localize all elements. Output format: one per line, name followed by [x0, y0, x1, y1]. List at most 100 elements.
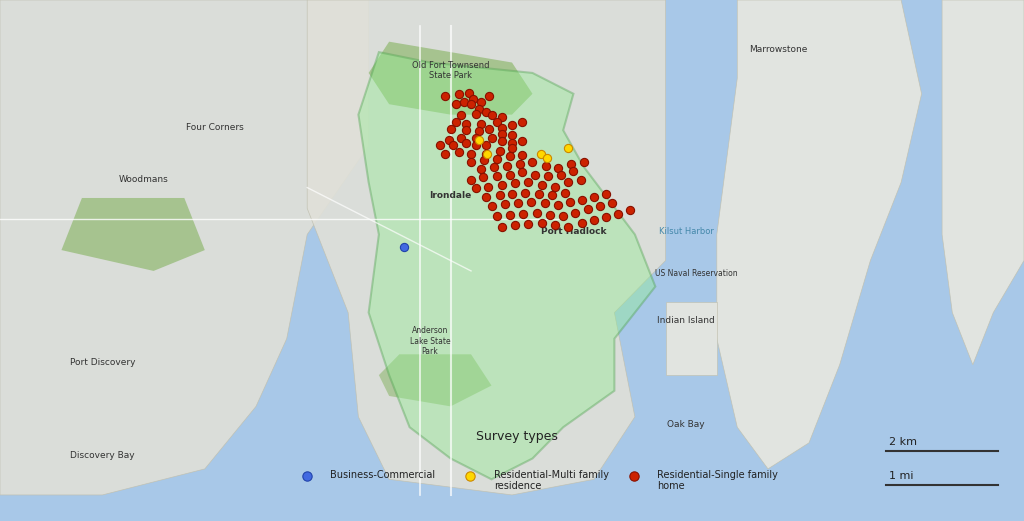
Point	[478, 193, 495, 201]
Point	[488, 118, 505, 127]
Point	[563, 160, 580, 168]
Point	[461, 89, 477, 97]
Point	[504, 131, 520, 140]
Point	[507, 179, 523, 188]
Point	[473, 120, 489, 128]
Point	[534, 219, 550, 227]
Point	[488, 212, 505, 220]
Point	[586, 216, 602, 224]
Point	[463, 100, 479, 108]
Point	[447, 118, 464, 127]
Text: US Naval Reservation: US Naval Reservation	[655, 269, 737, 278]
Point	[539, 154, 555, 162]
Point	[481, 92, 498, 101]
Point	[598, 213, 614, 221]
Point	[532, 150, 549, 158]
Text: Old Fort Townsend
State Park: Old Fort Townsend State Park	[412, 61, 489, 80]
Text: Discovery Bay: Discovery Bay	[70, 452, 135, 461]
Point	[610, 209, 627, 218]
Point	[483, 110, 500, 119]
Point	[534, 181, 550, 189]
Point	[483, 202, 500, 210]
Point	[502, 210, 518, 219]
Point	[560, 222, 577, 231]
Text: 2 km: 2 km	[889, 437, 916, 447]
Point	[580, 205, 596, 214]
Point	[504, 190, 520, 198]
Point	[473, 97, 489, 106]
Point	[451, 90, 467, 98]
Text: Survey types: Survey types	[476, 430, 558, 443]
Point	[458, 126, 474, 134]
Point	[515, 209, 531, 218]
Point	[479, 150, 496, 158]
Point	[542, 210, 558, 219]
Polygon shape	[942, 0, 1024, 365]
Point	[396, 243, 413, 252]
Point	[453, 134, 469, 142]
Point	[550, 164, 566, 172]
Polygon shape	[666, 302, 717, 375]
Point	[547, 221, 563, 229]
Point	[458, 139, 474, 147]
Point	[526, 170, 543, 179]
Point	[572, 176, 589, 184]
Point	[504, 121, 520, 129]
Point	[514, 151, 530, 159]
Text: Residential-Multi family
residence: Residential-Multi family residence	[494, 469, 609, 491]
Point	[510, 199, 526, 207]
Point	[550, 201, 566, 209]
Point	[514, 168, 530, 176]
Polygon shape	[717, 0, 922, 469]
Point	[514, 137, 530, 145]
Point	[494, 137, 510, 145]
Point	[437, 92, 454, 101]
Point	[475, 173, 492, 181]
Point	[442, 125, 459, 133]
Point	[504, 139, 520, 147]
Point	[453, 110, 469, 119]
Text: Port Hadlock: Port Hadlock	[541, 228, 606, 237]
Point	[540, 172, 556, 180]
Text: Marrowstone: Marrowstone	[749, 45, 808, 54]
Point	[447, 100, 464, 108]
Point	[547, 182, 563, 191]
Point	[562, 198, 579, 206]
Point	[478, 150, 495, 158]
Point	[478, 108, 495, 116]
Point	[488, 155, 505, 163]
Point	[514, 118, 530, 127]
Point	[499, 162, 515, 170]
Point	[481, 125, 498, 133]
Point	[463, 150, 479, 158]
Point	[494, 113, 510, 121]
Point	[544, 191, 560, 200]
Point	[555, 212, 571, 220]
Point	[456, 97, 472, 106]
Point	[471, 105, 487, 114]
Point	[480, 182, 497, 191]
Point	[494, 130, 510, 139]
Point	[567, 208, 584, 217]
Point	[575, 157, 592, 166]
Point	[497, 200, 513, 208]
Point	[626, 472, 642, 480]
Point	[473, 165, 489, 173]
Point	[604, 199, 621, 207]
Point	[492, 147, 508, 155]
Point	[437, 150, 454, 158]
Polygon shape	[307, 0, 666, 495]
Point	[530, 190, 547, 198]
Point	[468, 134, 484, 142]
Point	[622, 206, 638, 215]
Text: Kilsut Harbor: Kilsut Harbor	[658, 228, 714, 237]
Point	[524, 157, 541, 166]
Point	[560, 178, 577, 187]
Point	[463, 176, 479, 184]
Point	[451, 148, 467, 156]
Point	[444, 141, 461, 149]
Point	[573, 195, 590, 204]
Point	[523, 198, 540, 206]
Point	[471, 135, 487, 144]
Point	[476, 156, 493, 165]
